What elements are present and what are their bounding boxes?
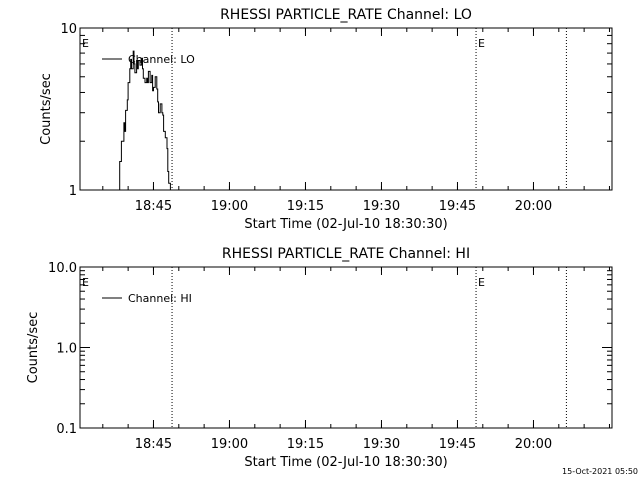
chart1-x-tick-label: 19:00 [211,199,248,214]
chart1-y-tick-label: 1 [69,184,77,199]
chart1-plot-frame [79,27,613,191]
chart2-event-marker-label: E [478,276,485,289]
chart2-x-tick-label: 20:00 [515,437,552,452]
chart1-y-axis-label: Counts/sec [39,73,54,145]
chart1-legend-label: Channel: LO [128,53,195,66]
chart2-y-axis-label: Counts/sec [26,312,41,384]
chart1-series-line-1 [118,50,171,191]
chart2-x-tick-label: 18:45 [135,437,172,452]
timestamp-footer: 15-Oct-2021 05:50 [562,467,638,476]
chart1-x-tick-label: 19:15 [287,199,324,214]
chart1-x-tick-label: 20:00 [515,199,552,214]
chart1-x-tick-label: 19:45 [439,199,476,214]
chart1-x-tick-label: 19:30 [363,199,400,214]
chart2-y-tick-label: 0.1 [56,422,77,437]
chart1-title: RHESSI PARTICLE_RATE Channel: LO [220,7,472,23]
chart2-x-tick-label: 19:00 [211,437,248,452]
chart2-y-tick-label: 1.0 [56,342,77,357]
chart2-x-tick-label: 19:45 [439,437,476,452]
chart1-y-tick-label: 10 [60,22,77,37]
chart2-y-tick-label: 10.0 [48,261,77,276]
chart1-x-axis-label: Start Time (02-Jul-10 18:30:30) [244,217,447,232]
chart2-legend-label: Channel: HI [128,292,192,305]
chart1-event-marker-label: E [82,37,89,50]
chart1-x-tick-label: 18:45 [135,199,172,214]
chart2-x-tick-label: 19:30 [363,437,400,452]
chart2-event-marker-label: E [82,276,89,289]
chart2-x-axis-label: Start Time (02-Jul-10 18:30:30) [244,455,447,470]
chart2-x-tick-label: 19:15 [287,437,324,452]
chart2-title: RHESSI PARTICLE_RATE Channel: HI [222,246,470,262]
chart1-event-marker-label: E [478,37,485,50]
